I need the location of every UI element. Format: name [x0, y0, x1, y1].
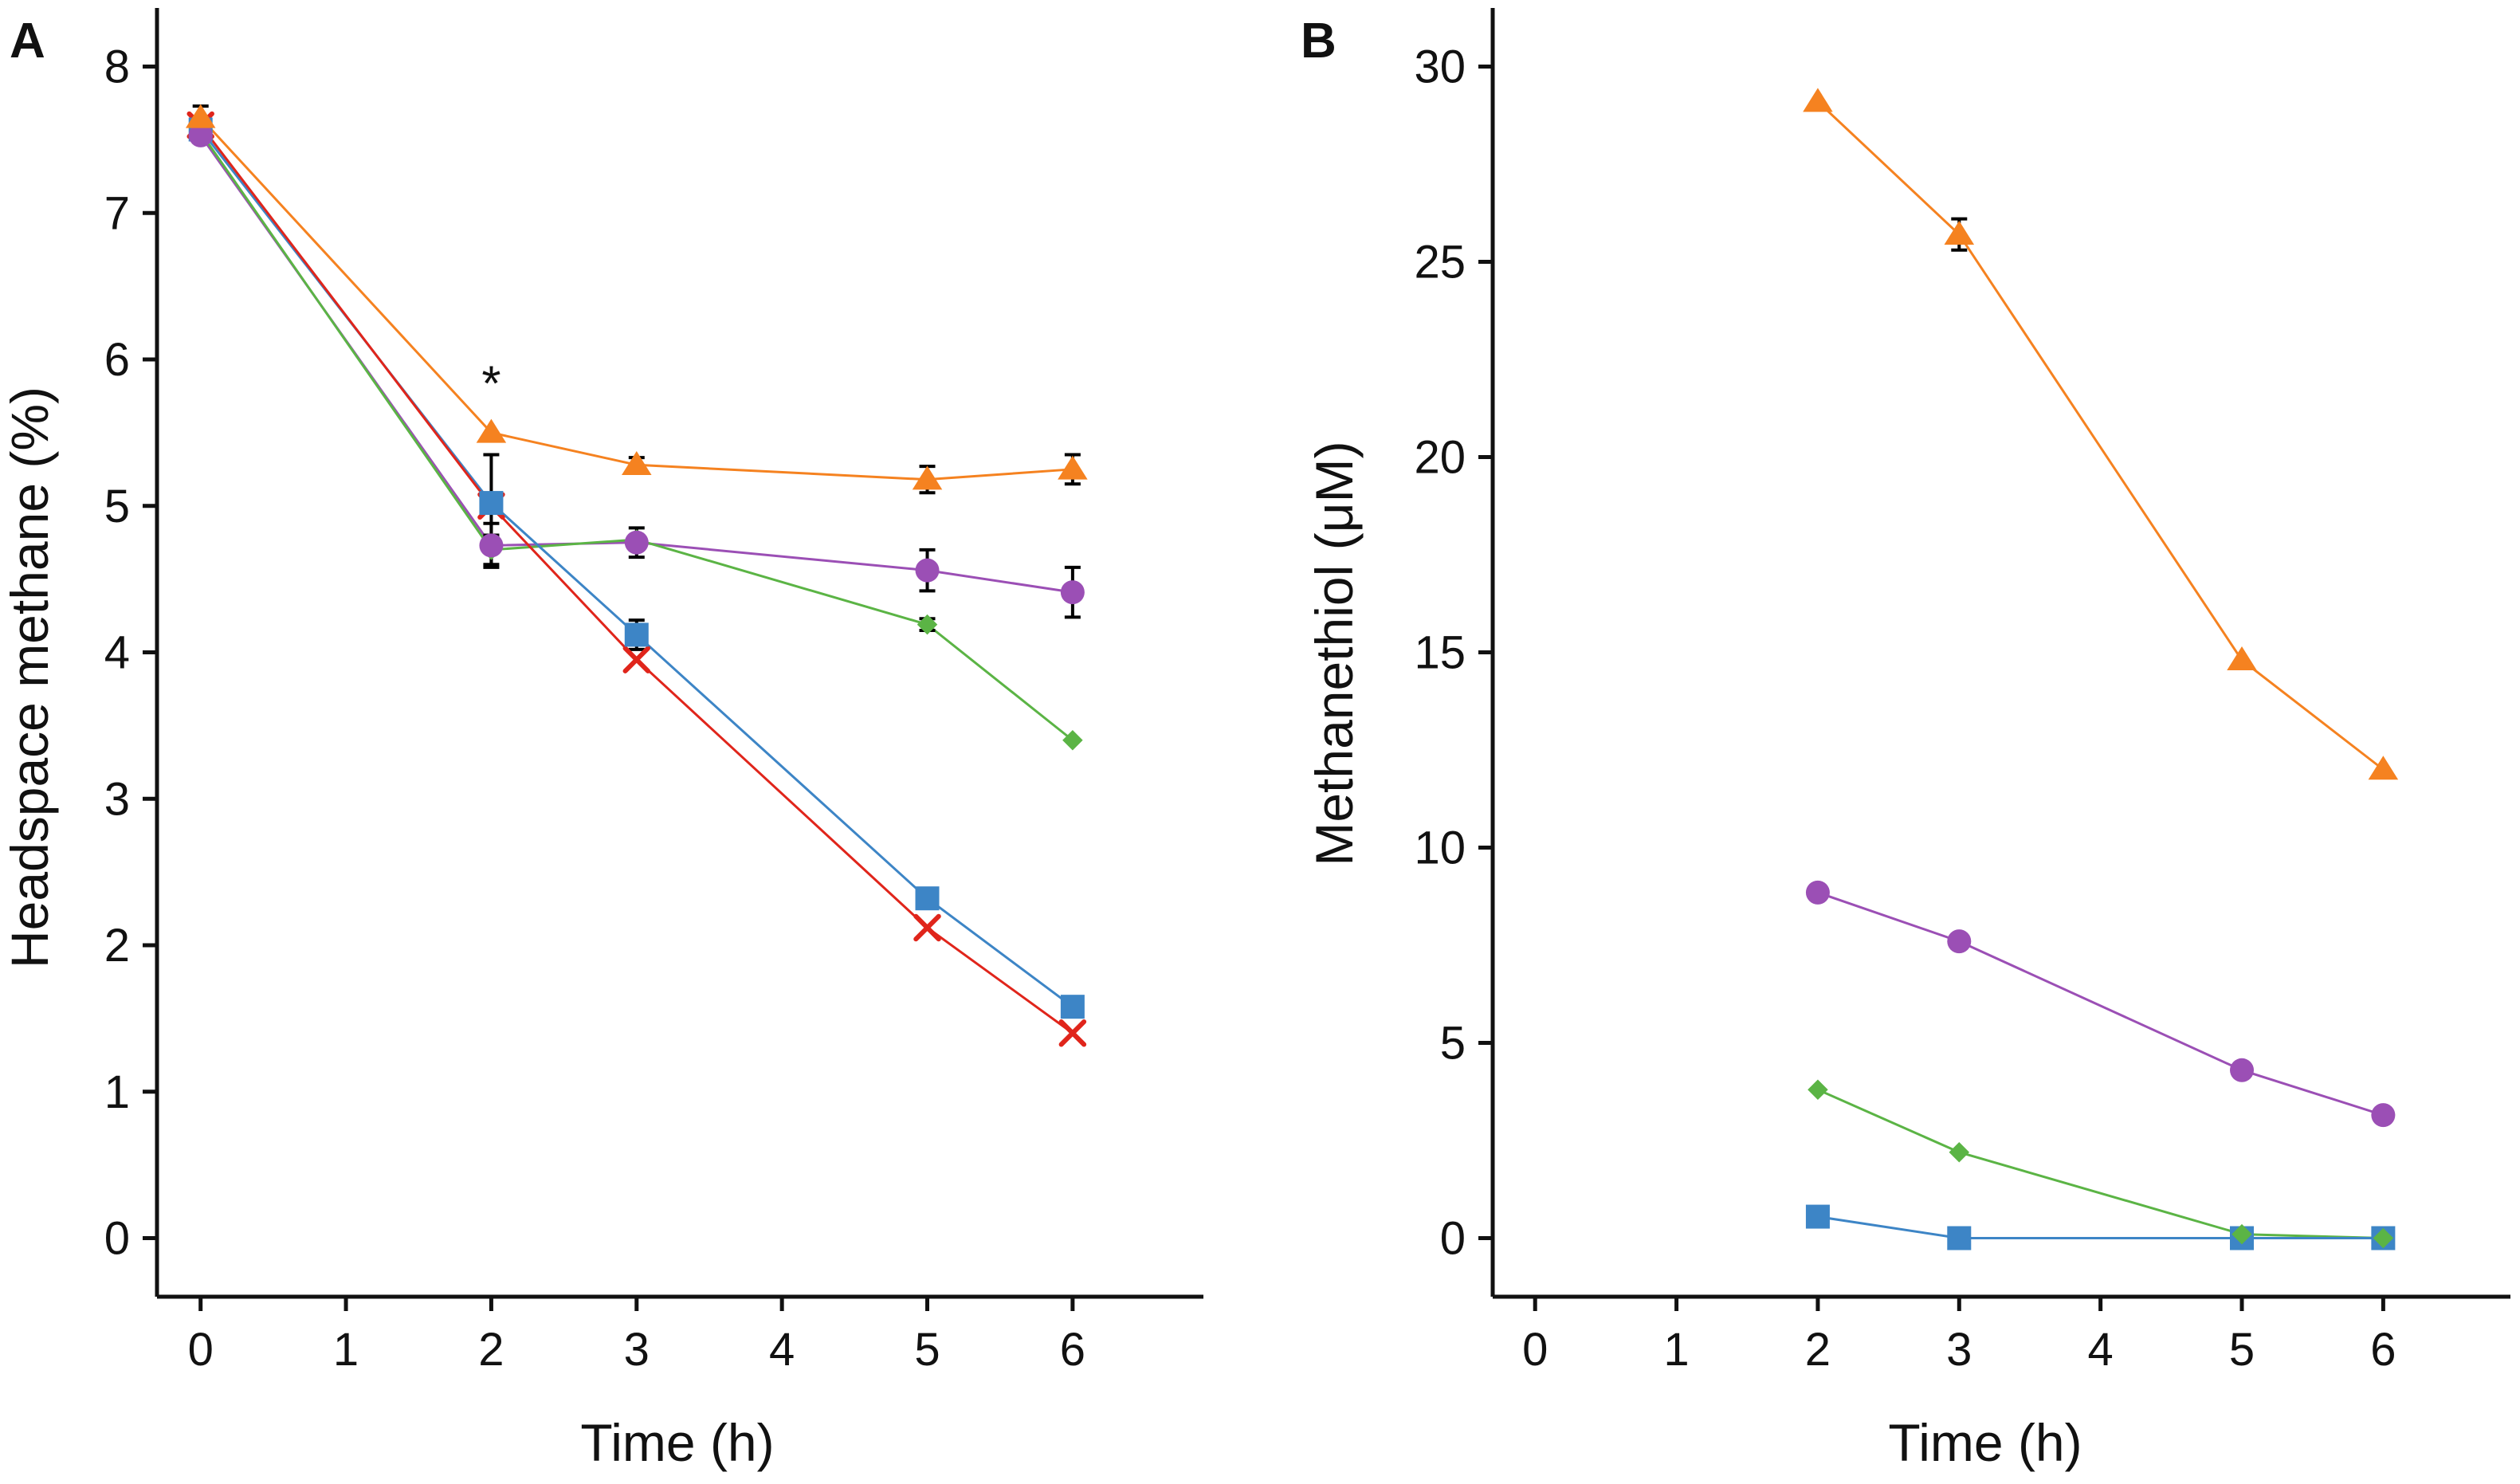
panel-b-point-purple-circle — [1805, 880, 1830, 905]
panel-a-x-tick-label: 2 — [478, 1324, 504, 1376]
panel-b-plot: 0 1 2 3 4 5 6 0 5 10 15 20 25 30 — [1414, 8, 2510, 1376]
panel-a-point-orange-triangle — [1058, 455, 1088, 480]
panel-b-y-tick-label: 20 — [1414, 432, 1466, 484]
panel-b-ylabel: Methanethiol (μM) — [1305, 441, 1364, 866]
panel-b-y-tick-label: 5 — [1440, 1018, 1466, 1070]
panel-b-series-line-green-diamond — [1817, 1088, 2384, 1239]
panel-a-x-tick-label: 1 — [333, 1324, 359, 1376]
panel-b-point-orange-triangle — [2368, 756, 2399, 780]
panel-b-series-line-blue-square — [1817, 1215, 2384, 1239]
panel-a-annotation: * — [481, 357, 500, 412]
panel-b-point-blue-square — [1947, 1226, 1972, 1250]
panel-a-point-blue-square — [479, 491, 504, 516]
panel-a-x-tick-label: 6 — [1060, 1324, 1085, 1376]
panel-b-point-green-diamond — [1949, 1141, 1970, 1163]
panel-a-point-orange-triangle — [185, 104, 216, 128]
panel-b-x-tick-label: 3 — [1946, 1324, 1972, 1376]
panel-a-point-blue-square — [1060, 995, 1085, 1019]
panel-a-y-tick-label: 1 — [104, 1066, 130, 1118]
panel-b-point-blue-square — [1805, 1204, 1830, 1229]
panel-b-point-purple-circle — [2230, 1058, 2255, 1082]
panel-a-point-orange-triangle — [622, 451, 652, 476]
panel-b-point-green-diamond — [2231, 1223, 2252, 1245]
panel-a-point-red-cross — [1058, 1019, 1087, 1047]
panel-b-y-tick-label: 0 — [1440, 1213, 1466, 1265]
panel-a-y-tick-label: 2 — [104, 920, 130, 972]
panel-a-ylabel: Headspace methane (%) — [0, 387, 59, 968]
panel-b-x-tick-label: 2 — [1805, 1324, 1831, 1376]
panel-a-y-tick-label: 4 — [104, 627, 130, 679]
panel-b-xlabel: Time (h) — [1888, 1413, 2082, 1472]
panel-a-y-tick-label: 5 — [104, 481, 130, 532]
panel-a-y-tick-label: 8 — [104, 41, 130, 93]
panel-b-series-line-orange-triangle — [1816, 100, 2385, 771]
panel-a-xlabel: Time (h) — [580, 1413, 774, 1472]
panel-a-point-blue-square — [624, 622, 649, 647]
panel-a: A 0 1 2 3 4 5 6 0 1 2 3 4 5 6 7 8 * Time (h) Headspace m… — [0, 8, 1203, 1472]
panel-a-point-orange-triangle — [476, 418, 507, 443]
panel-b-point-purple-circle — [1947, 929, 1972, 954]
panel-a-point-red-cross — [913, 913, 941, 942]
panel-a-x-tick-label: 0 — [188, 1324, 214, 1376]
panel-a-y-tick-label: 0 — [104, 1213, 130, 1265]
panel-a-point-purple-circle — [624, 530, 649, 555]
panel-a-point-green-diamond — [917, 614, 938, 635]
panel-a-point-orange-triangle — [912, 465, 943, 490]
panel-b: B 0 1 2 3 4 5 6 0 5 10 15 20 25 30 Time (h) Methaneth… — [1301, 8, 2510, 1472]
panel-a-point-red-cross — [622, 646, 651, 673]
panel-b-y-tick-label: 30 — [1414, 41, 1466, 93]
panel-a-y-tick-label: 6 — [104, 334, 130, 386]
panel-a-y-tick-label: 3 — [104, 773, 130, 825]
panel-a-letter: A — [10, 14, 45, 69]
panel-a-y-tick-label: 7 — [104, 187, 130, 239]
panel-a-x-tick-label: 3 — [624, 1324, 650, 1376]
panel-a-point-purple-circle — [915, 558, 940, 583]
panel-b-point-orange-triangle — [2227, 646, 2257, 671]
panel-b-point-purple-circle — [2371, 1103, 2396, 1128]
panel-b-y-tick-label: 15 — [1414, 627, 1466, 679]
panel-b-y-tick-label: 25 — [1414, 237, 1466, 289]
panel-b-y-tick-label: 10 — [1414, 822, 1466, 874]
panel-b-x-tick-label: 1 — [1663, 1324, 1689, 1376]
panel-b-x-tick-label: 4 — [2088, 1324, 2114, 1376]
panel-a-point-purple-circle — [188, 123, 213, 147]
panel-b-letter: B — [1301, 14, 1337, 69]
panel-b-x-tick-label: 0 — [1522, 1324, 1548, 1376]
panel-a-point-purple-circle — [479, 533, 504, 558]
panel-b-x-tick-label: 6 — [2370, 1324, 2396, 1376]
panel-b-point-orange-triangle — [1944, 220, 1975, 245]
panel-a-plot: 0 1 2 3 4 5 6 0 1 2 3 4 5 6 7 8 * — [104, 8, 1203, 1376]
panel-a-x-tick-label: 5 — [914, 1324, 940, 1376]
panel-b-x-tick-label: 5 — [2229, 1324, 2255, 1376]
panel-a-point-blue-square — [915, 886, 940, 911]
panel-b-point-orange-triangle — [1803, 88, 1833, 112]
panel-a-x-tick-label: 4 — [769, 1324, 795, 1376]
panel-b-point-green-diamond — [1808, 1079, 1828, 1101]
panel-b-point-green-diamond — [2373, 1227, 2394, 1249]
panel-a-point-purple-circle — [1060, 580, 1085, 605]
panel-a-point-green-diamond — [1062, 730, 1083, 751]
panel-b-series-line-purple-circle — [1817, 891, 2384, 1117]
